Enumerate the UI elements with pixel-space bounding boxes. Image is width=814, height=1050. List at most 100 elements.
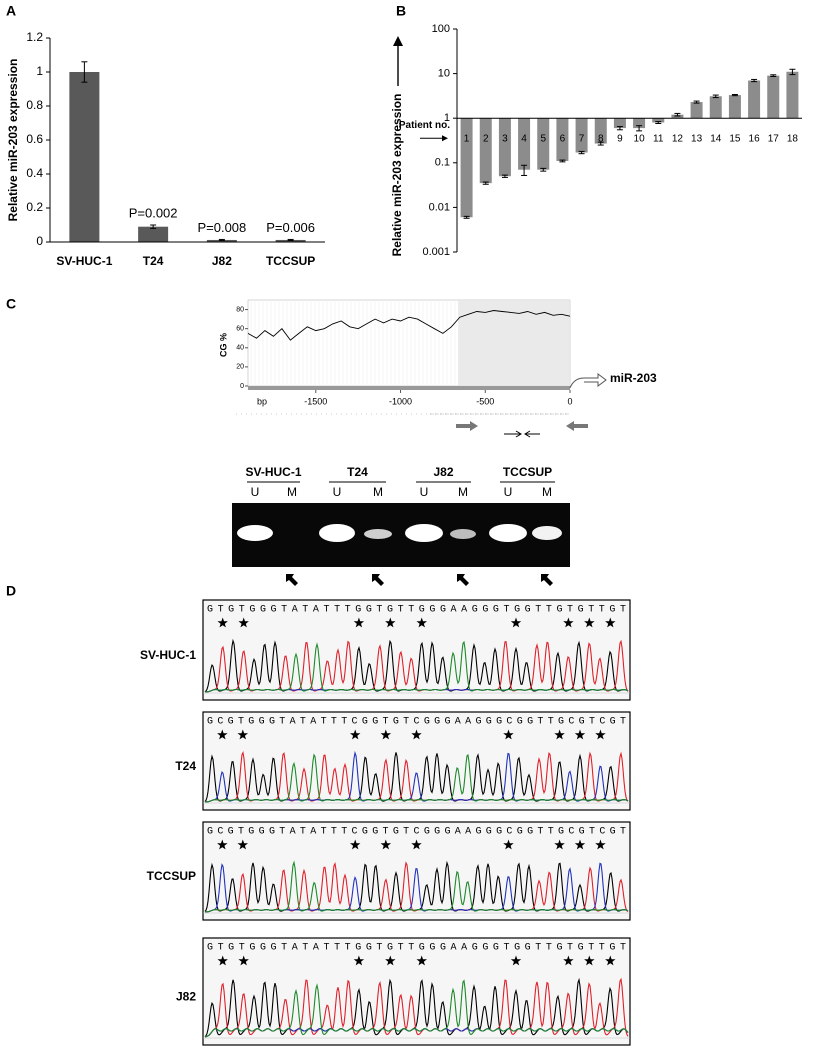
- error-bar: [636, 125, 643, 132]
- x-tick-label: 10: [634, 134, 646, 145]
- y-tick-label: 10: [438, 68, 450, 80]
- x-tick-label: 13: [691, 134, 703, 145]
- error-bar: [693, 100, 700, 104]
- y-tick-label: 0.1: [435, 157, 450, 169]
- methylation-star: [584, 617, 595, 628]
- y-tick-label: 0.001: [422, 246, 450, 258]
- methylation-star: [217, 617, 228, 628]
- x-tick-label: -500: [476, 396, 494, 406]
- bar: [518, 118, 531, 170]
- methylation-star: [503, 839, 514, 850]
- x-tick-label: 5: [540, 134, 546, 145]
- panel-label: A: [6, 3, 16, 19]
- x-tick-label: 14: [710, 134, 722, 145]
- sample-label: J82: [433, 465, 453, 479]
- bar: [479, 118, 492, 184]
- y-tick-label: 0.01: [429, 201, 450, 213]
- sample-label: T24: [347, 465, 368, 479]
- error-bar: [501, 174, 508, 178]
- methylation-star: [416, 955, 427, 966]
- sample-label: TCCSUP: [503, 465, 552, 479]
- y-tick-label: 20: [236, 364, 244, 371]
- lane-label: U: [420, 485, 429, 499]
- y-axis-label: Relative miR-203 expression: [390, 94, 404, 257]
- gel-band: [237, 525, 273, 541]
- bar: [652, 118, 665, 123]
- bar: [709, 96, 722, 119]
- gel-band: [450, 529, 476, 539]
- sequence: GCGTGGGTATATTTCGGTGTCGGGAAGGGCGGTTGCGTCG…: [207, 827, 626, 838]
- error-bar: [482, 181, 489, 185]
- error-bar: [150, 224, 157, 229]
- methylation-star: [411, 839, 422, 850]
- methylation-star: [605, 955, 616, 966]
- methylation-star: [563, 955, 574, 966]
- x-tick-label: 9: [617, 134, 623, 145]
- error-bar: [287, 238, 294, 241]
- error-bar: [789, 68, 796, 76]
- bar: [537, 118, 550, 170]
- error-bar: [218, 238, 225, 241]
- y-tick-label: 0.2: [26, 200, 43, 214]
- methylation-star: [385, 617, 396, 628]
- x-axis-arrow-head: [442, 135, 448, 142]
- trace: [204, 638, 629, 693]
- x-tick-label: 11: [653, 134, 664, 145]
- error-bar: [597, 141, 604, 146]
- methylation-star: [554, 729, 565, 740]
- chromatogram-frame: [202, 821, 631, 921]
- methylation-star: [350, 839, 361, 850]
- methylation-star: [595, 839, 606, 850]
- gel-band: [364, 529, 392, 539]
- x-tick-label: 16: [749, 134, 761, 145]
- x-axis: [248, 386, 570, 390]
- error-bar: [463, 215, 470, 219]
- sample-label: T24: [175, 759, 196, 773]
- gel-band: [319, 524, 355, 542]
- x-tick-label: 1: [464, 134, 470, 145]
- methylation-star: [237, 729, 248, 740]
- methylation-star: [584, 955, 595, 966]
- y-tick-label: 0.4: [26, 166, 43, 180]
- transcript-arrow: [569, 373, 607, 389]
- sample-label: TCCSUP: [147, 869, 196, 883]
- bar: [786, 71, 799, 119]
- x-tick-label: 2: [483, 134, 489, 145]
- y-tick-label: 40: [236, 345, 244, 352]
- lane-label: M: [287, 485, 297, 499]
- lane-label: U: [251, 485, 260, 499]
- error-bar: [674, 112, 681, 117]
- bar: [575, 118, 588, 153]
- y-tick-label: 80: [236, 306, 244, 313]
- sample-label: SV-HUC-1: [140, 648, 196, 662]
- lane-label: U: [504, 485, 513, 499]
- methylation-star: [350, 729, 361, 740]
- x-tick-label: TCCSUP: [266, 254, 315, 268]
- x-tick-label: 15: [729, 134, 741, 145]
- methylation-star: [510, 617, 522, 628]
- panel-label: D: [6, 583, 16, 599]
- x-tick-label: J82: [212, 254, 232, 268]
- methylation-star: [380, 839, 392, 850]
- y-tick-label: 0.6: [26, 132, 43, 146]
- lane-label: M: [542, 485, 552, 499]
- y-tick-label: 1.2: [26, 30, 43, 44]
- methylation-star: [237, 839, 248, 850]
- methylation-star: [554, 839, 565, 850]
- y-tick-label: 0: [36, 234, 43, 248]
- methylation-star: [217, 729, 228, 740]
- panel-label: C: [6, 296, 16, 312]
- x-tick-label: 4: [521, 134, 527, 145]
- error-bar: [559, 159, 566, 163]
- bar: [690, 102, 703, 119]
- bar: [633, 118, 646, 129]
- annotation: P=0.008: [197, 220, 246, 235]
- primers: [456, 421, 588, 438]
- bar: [767, 75, 780, 119]
- bar: [69, 72, 100, 242]
- lane-label: U: [333, 485, 342, 499]
- y-tick-label: 100: [432, 23, 450, 35]
- methylation-star: [503, 729, 514, 740]
- bar: [206, 239, 237, 242]
- y-tick-label: 0.8: [26, 98, 43, 112]
